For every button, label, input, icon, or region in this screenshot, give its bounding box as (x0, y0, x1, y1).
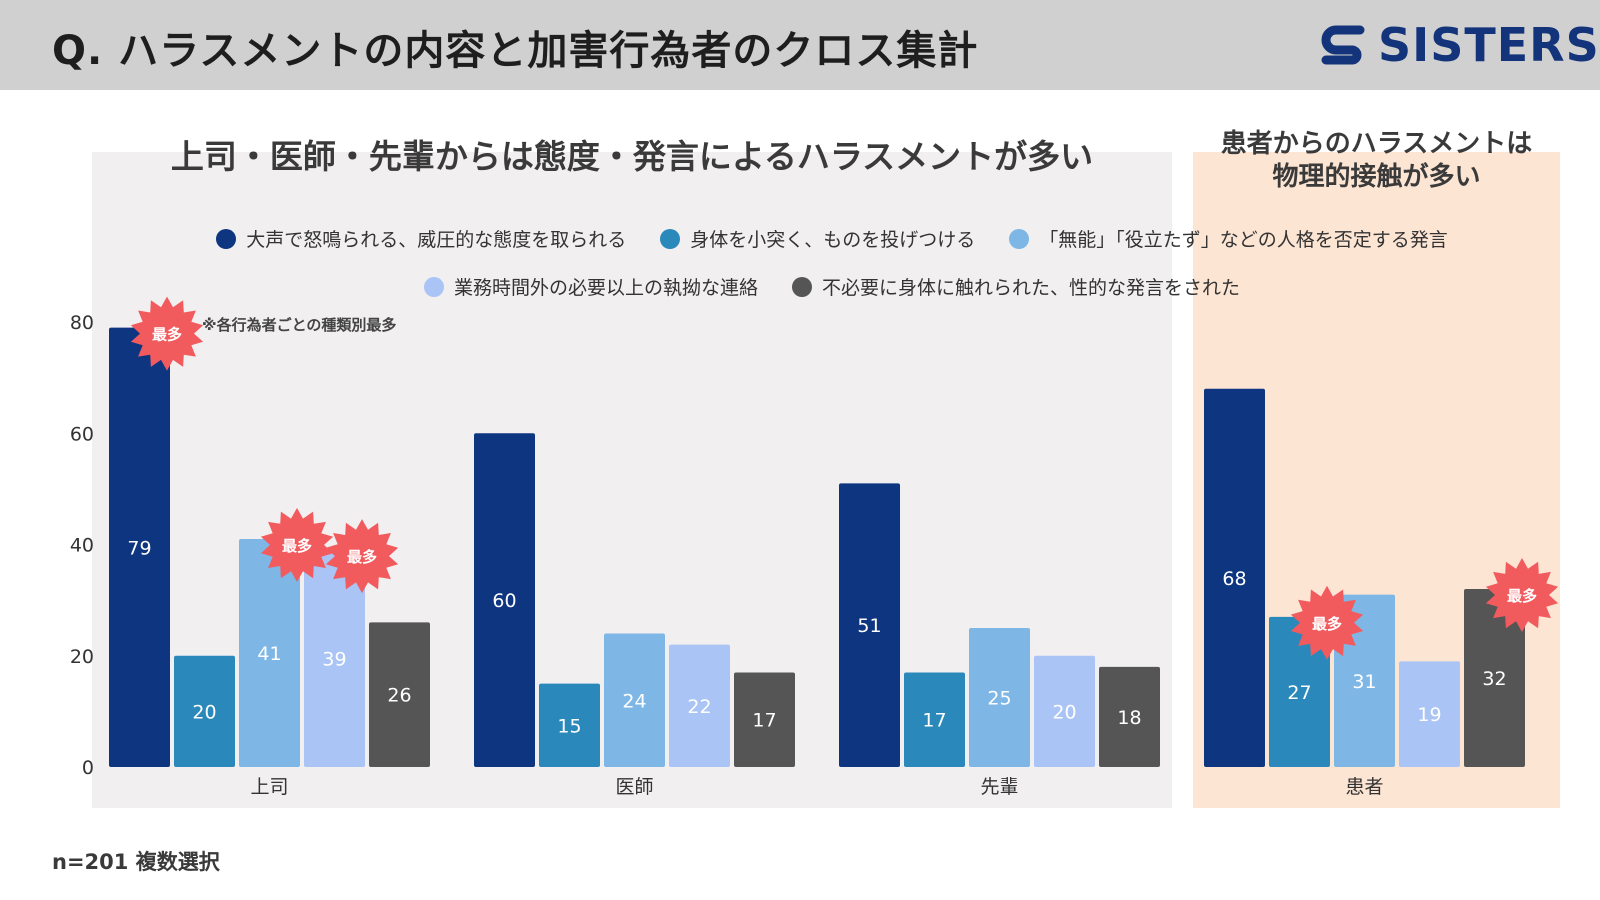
y-tick-label-4: 80 (70, 312, 94, 334)
x-category-label-0: 上司 (250, 776, 288, 798)
bar-3-3 (1399, 661, 1460, 767)
bar-value-label-0-2: 41 (257, 643, 281, 665)
bar-1-1 (539, 683, 600, 767)
bar-value-label-0-4: 26 (387, 685, 411, 707)
bar-2-4 (1099, 666, 1160, 767)
right-subtitle-line2: 物理的接触が多い (1272, 162, 1481, 192)
chart-note: ※各行為者ごとの種類別最多 (202, 316, 397, 334)
legend-label-2: 身体を小突く、ものを投げつける (690, 229, 976, 251)
y-tick-label-0: 0 (82, 757, 94, 779)
x-category-label-1: 医師 (615, 776, 653, 798)
left-panel-subtitle: 上司・医師・先輩からは態度・発言によるハラスメントが多い (170, 137, 1094, 176)
bar-value-label-2-2: 25 (987, 687, 1011, 709)
y-tick-label-2: 40 (70, 535, 94, 557)
bar-0-3 (304, 550, 365, 767)
sample-size-footnote: n=201 複数選択 (52, 850, 220, 874)
bar-3-1 (1269, 616, 1330, 767)
legend-label-5: 不必要に身体に触れられた、性的な発言をされた (822, 277, 1241, 299)
bar-value-label-1-2: 24 (622, 690, 646, 712)
most-badge-4 (1485, 558, 1559, 632)
right-subtitle-line1: 患者からのハラスメントは (1220, 129, 1533, 159)
bar-value-label-1-4: 17 (752, 710, 776, 732)
legend-row-2: 業務時間外の必要以上の執拗な連絡 不必要に身体に触れられた、性的な発言をされた (92, 273, 1572, 300)
legend-row-1: 大声で怒鳴られる、威圧的な態度を取られる 身体を小突く、ものを投げつける 「無能… (92, 225, 1572, 252)
most-badge-label-1: 最多 (282, 537, 312, 555)
bar-0-2 (239, 538, 300, 767)
most-badge-label-2: 最多 (347, 548, 377, 566)
bar-value-label-2-3: 20 (1052, 701, 1076, 723)
legend-item-4: 業務時間外の必要以上の執拗な連絡 (423, 273, 758, 300)
legend-label-1: 大声で怒鳴られる、威圧的な態度を取られる (246, 229, 627, 251)
logo-text: SISTERS (1378, 18, 1600, 72)
bar-2-3 (1034, 655, 1095, 767)
bar-value-label-3-4: 32 (1482, 668, 1506, 690)
bar-3-4 (1464, 589, 1525, 767)
legend-dot-3 (1009, 228, 1030, 249)
bar-value-label-1-0: 60 (492, 590, 516, 612)
bar-value-label-1-1: 15 (557, 715, 581, 737)
bar-value-label-3-1: 27 (1287, 682, 1311, 704)
legend-dot-1 (216, 228, 237, 249)
legend-item-5: 不必要に身体に触れられた、性的な発言をされた (792, 273, 1240, 300)
bar-2-0 (839, 483, 900, 767)
x-category-label-2: 先輩 (980, 776, 1018, 798)
y-tick-label-3: 60 (70, 423, 94, 445)
most-badge-0 (130, 296, 204, 371)
legend-item-2: 身体を小突く、ものを投げつける (660, 225, 975, 252)
most-badge-label-3: 最多 (1312, 615, 1342, 633)
bar-0-4 (369, 622, 430, 767)
bar-3-0 (1204, 388, 1265, 767)
page-title: Q. ハラスメントの内容と加害行為者のクロス集計 (52, 28, 979, 74)
legend-label-4: 業務時間外の必要以上の執拗な連絡 (453, 277, 758, 299)
bar-value-label-0-3: 39 (322, 649, 346, 671)
most-badge-2 (325, 519, 399, 594)
sisters-logo-icon (1321, 25, 1365, 65)
x-category-label-3: 患者 (1345, 776, 1383, 798)
legend-label-3: 「無能」「役立たず」などの人格を否定する発言 (1039, 229, 1448, 251)
bar-value-label-3-3: 19 (1417, 704, 1441, 726)
most-badge-3 (1290, 585, 1364, 660)
legend-item-3: 「無能」「役立たず」などの人格を否定する発言 (1009, 225, 1448, 252)
bar-1-2 (604, 633, 665, 767)
bar-value-label-3-2: 31 (1352, 671, 1376, 693)
legend-item-1: 大声で怒鳴られる、威圧的な態度を取られる (216, 225, 626, 252)
bar-0-0 (109, 327, 170, 767)
right-panel-subtitle: 患者からのハラスメントは 物理的接触が多い (1193, 128, 1560, 194)
y-tick-label-1: 20 (70, 646, 94, 668)
bar-1-4 (734, 672, 795, 767)
bar-2-2 (969, 627, 1030, 767)
bar-value-label-2-4: 18 (1117, 707, 1141, 729)
header-bar: Q. ハラスメントの内容と加害行為者のクロス集計 SISTERS (0, 0, 1600, 90)
bar-value-label-3-0: 68 (1222, 568, 1246, 590)
legend-dot-4 (423, 276, 444, 297)
bar-value-label-2-1: 17 (922, 710, 946, 732)
legend-dot-5 (792, 276, 812, 297)
bar-value-label-1-3: 22 (687, 696, 711, 718)
sisters-logo: SISTERS (1320, 18, 1600, 72)
bar-2-1 (904, 672, 965, 767)
most-badge-1 (260, 507, 334, 582)
bar-1-3 (669, 644, 730, 767)
bar-value-label-2-0: 51 (857, 615, 881, 637)
most-badge-label-4: 最多 (1507, 587, 1537, 605)
bar-1-0 (474, 433, 535, 767)
most-badge-label-0: 最多 (152, 326, 182, 344)
bar-value-label-0-1: 20 (192, 701, 216, 723)
legend-dot-2 (660, 228, 681, 249)
bar-0-1 (174, 655, 235, 767)
bar-value-label-0-0: 79 (127, 537, 151, 559)
